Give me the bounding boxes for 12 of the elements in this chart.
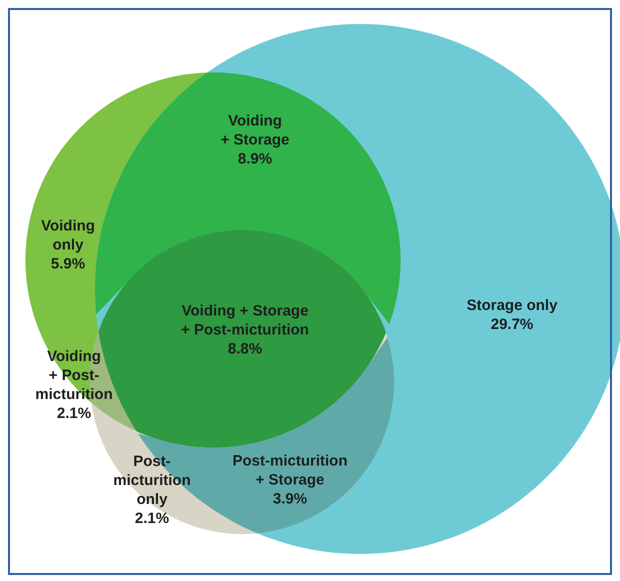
data-label: 8.9% bbox=[238, 150, 272, 168]
category-label: Storage only bbox=[466, 297, 558, 314]
data-label: 2.1% bbox=[134, 510, 170, 527]
data-label: 2.1% bbox=[56, 405, 92, 422]
data-label: 8.8% bbox=[228, 340, 262, 358]
category-label: Voiding only bbox=[41, 218, 95, 254]
data-label: 5.9% bbox=[50, 256, 86, 272]
category-label: Post-micturition + Storage bbox=[232, 452, 348, 488]
category-label: Voiding + Storage + Post-micturition bbox=[181, 302, 309, 338]
data-label: 3.9% bbox=[272, 490, 308, 508]
data-label: 29.7% bbox=[490, 316, 534, 333]
category-label: Voiding + Storage bbox=[220, 112, 290, 148]
